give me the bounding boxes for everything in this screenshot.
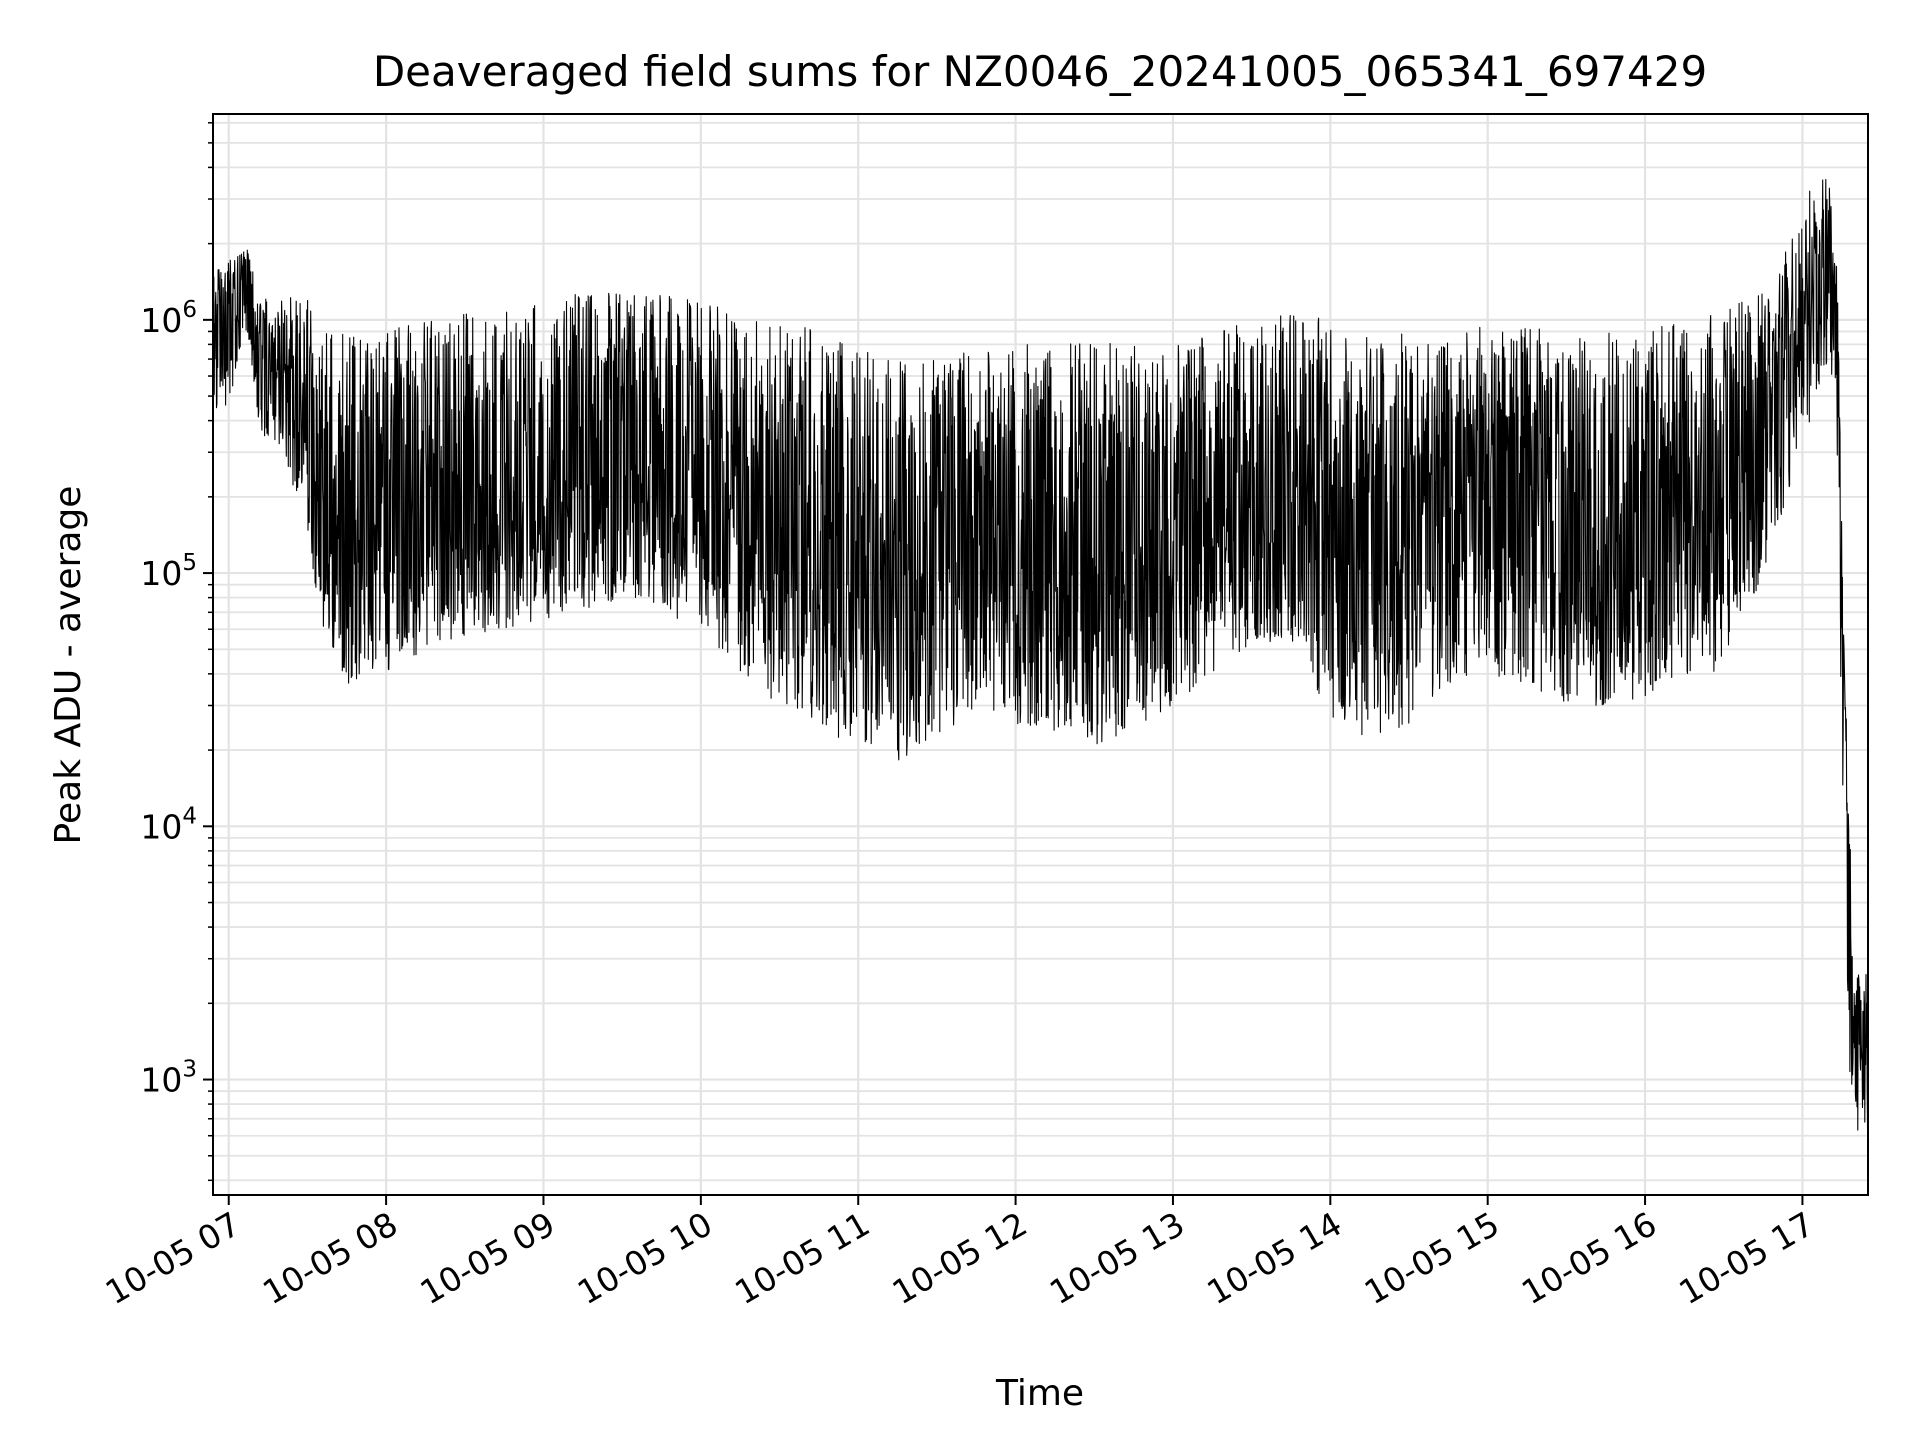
series-line (212, 178, 1869, 1136)
y-tick-label: 103 (140, 1057, 197, 1100)
x-axis-label: Time (995, 1373, 1084, 1414)
chart-title: Deaveraged field sums for NZ0046_2024100… (373, 47, 1707, 96)
y-tick-label: 104 (140, 803, 197, 846)
y-tick-label: 106 (140, 297, 197, 340)
plot-frame (212, 113, 1869, 1196)
series-layer (212, 178, 1869, 1136)
y-axis-label: Peak ADU - average (48, 486, 89, 845)
y-axis: 103 104 105 106 (140, 122, 213, 1182)
y-tick-label: 105 (140, 550, 197, 593)
